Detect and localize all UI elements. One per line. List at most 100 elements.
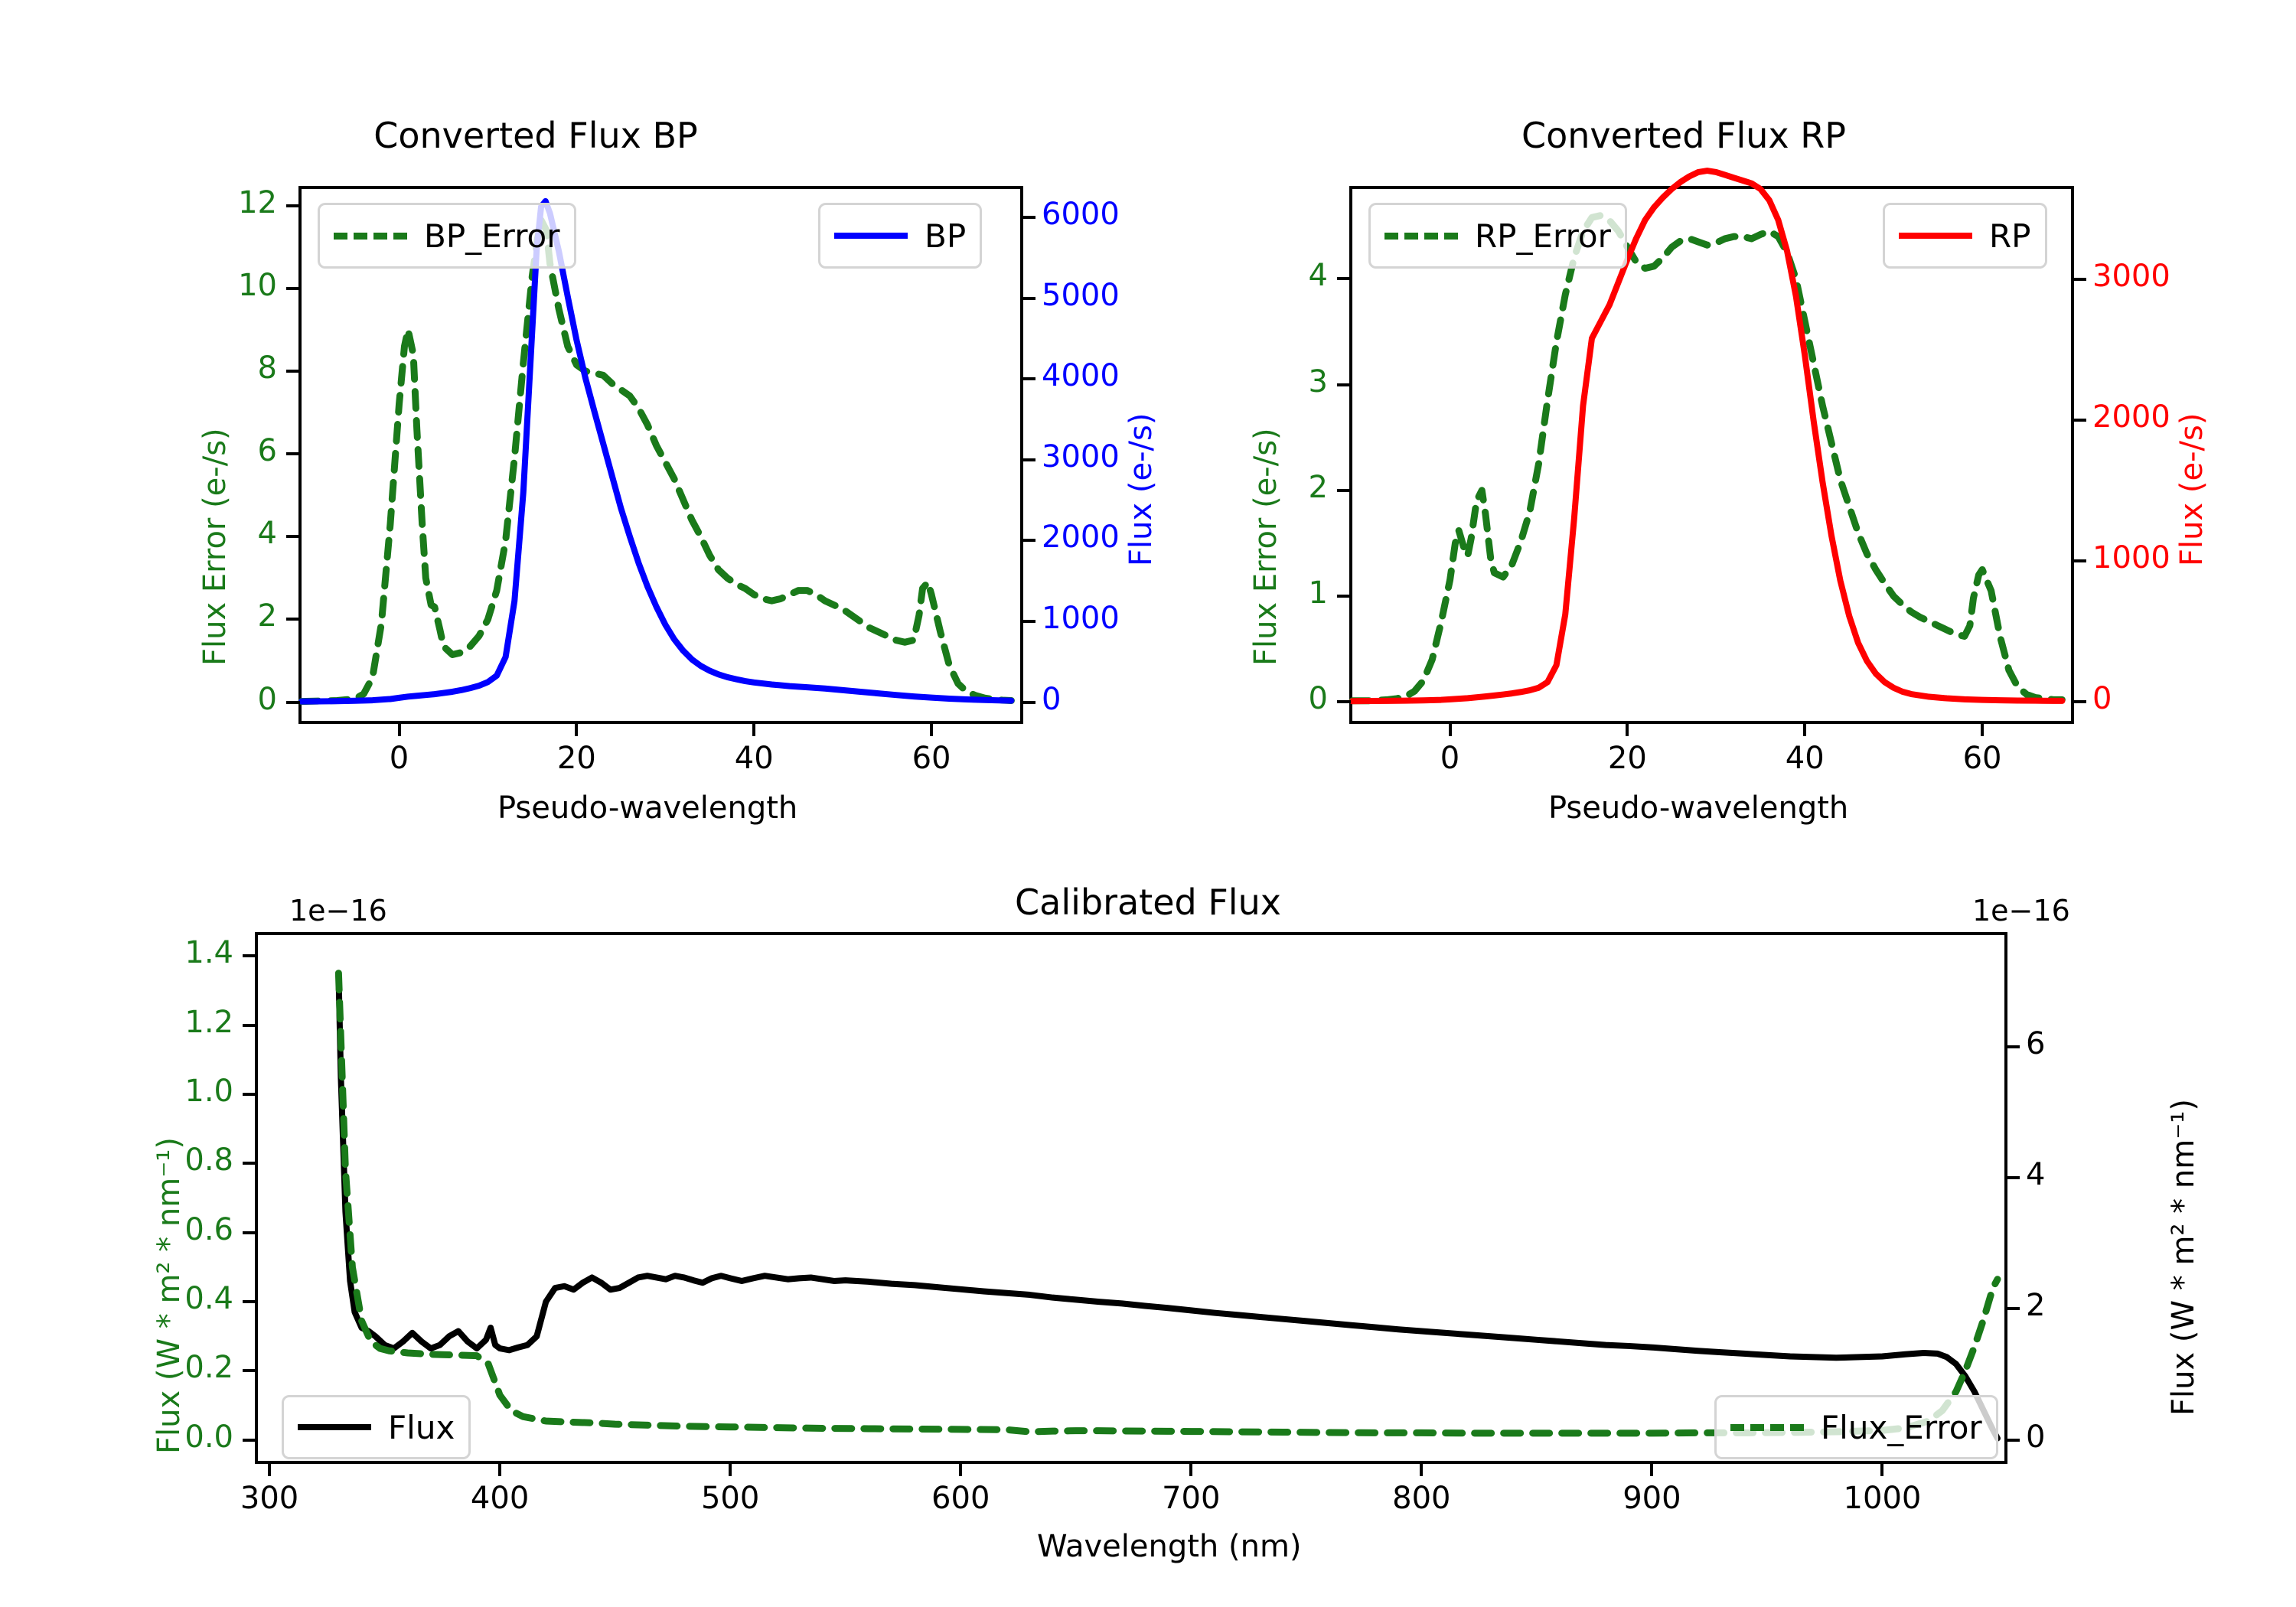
tick-label: 0	[257, 681, 277, 717]
tick-label: 700	[1162, 1481, 1221, 1516]
bp-x-axis-label: Pseudo-wavelength	[497, 790, 798, 826]
rp-panel-title: Converted Flux RP	[1521, 115, 1846, 156]
tick-mark	[243, 1231, 256, 1234]
tick-label: 2	[257, 598, 277, 634]
tick-label: 600	[931, 1481, 990, 1516]
bp-flux-legend-label: BP	[925, 217, 967, 255]
tick-label: 500	[700, 1481, 760, 1516]
tick-mark	[959, 1462, 963, 1476]
tick-mark	[1650, 1462, 1654, 1476]
tick-label: 3000	[2092, 258, 2170, 294]
tick-mark	[243, 1369, 256, 1373]
tick-label: 1	[1308, 575, 1328, 611]
tick-mark	[1337, 383, 1351, 386]
tick-mark	[2073, 277, 2086, 281]
tick-label: 3	[1308, 363, 1328, 399]
tick-label: 0.0	[184, 1419, 233, 1455]
rp-error-legend-label: RP_Error	[1475, 217, 1611, 255]
tick-mark	[1448, 722, 1452, 736]
bp-panel-title: Converted Flux BP	[373, 115, 698, 156]
tick-label: 1.2	[184, 1004, 233, 1040]
tick-mark	[752, 722, 756, 736]
bp-error-legend-label: BP_Error	[424, 217, 560, 255]
rp-right-axis-label: Flux (e-/s)	[2174, 412, 2210, 566]
tick-mark	[268, 1462, 272, 1476]
tick-label: 1.0	[184, 1073, 233, 1109]
tick-mark	[286, 535, 300, 539]
tick-label: 1000	[1843, 1481, 1922, 1516]
calibrated-flux-legend[interactable]: Flux	[282, 1395, 471, 1459]
tick-mark	[2006, 1438, 2020, 1442]
tick-mark	[286, 700, 300, 704]
calibrated-error-legend-label: Flux_Error	[1821, 1408, 1982, 1446]
tick-mark	[1022, 296, 1035, 300]
tick-label: 60	[912, 741, 951, 776]
bp-flux-legend[interactable]: BP	[818, 203, 983, 269]
tick-mark	[1189, 1462, 1193, 1476]
tick-mark	[729, 1462, 732, 1476]
tick-mark	[243, 1023, 256, 1027]
tick-mark	[397, 722, 401, 736]
tick-mark	[2073, 559, 2086, 563]
tick-label: 4	[1308, 258, 1328, 294]
tick-mark	[243, 1162, 256, 1165]
tick-label: 2000	[2092, 399, 2170, 435]
tick-mark	[286, 204, 300, 207]
panel-calibrated-flux: Calibrated Flux 1e−16 1e−16 Flux (W * m²…	[0, 811, 2296, 1607]
tick-mark	[243, 1092, 256, 1096]
tick-label: 6	[257, 433, 277, 469]
tick-label: 8	[257, 350, 277, 386]
tick-label: 0	[1440, 741, 1460, 776]
tick-label: 0	[1308, 681, 1328, 717]
tick-mark	[1880, 1462, 1884, 1476]
tick-label: 0.2	[184, 1350, 233, 1386]
tick-mark	[498, 1462, 502, 1476]
tick-mark	[575, 722, 579, 736]
tick-label: 1000	[2092, 540, 2170, 576]
rp-left-axis-label: Flux Error (e-/s)	[1248, 428, 1283, 666]
tick-label: 6000	[1042, 196, 1120, 232]
tick-label: 3000	[1042, 438, 1120, 474]
tick-mark	[2073, 418, 2086, 422]
tick-label: 4	[2026, 1156, 2046, 1192]
rp-plot-area	[1349, 168, 2074, 724]
tick-label: 4	[257, 516, 277, 552]
tick-label: 0	[1042, 681, 1062, 717]
calibrated-error-legend[interactable]: Flux_Error	[1714, 1395, 1998, 1459]
calibrated-x-axis-label: Wavelength (nm)	[1037, 1529, 1302, 1564]
tick-label: 0.6	[184, 1211, 233, 1247]
bp-error-legend-line	[334, 232, 407, 240]
bp-flux-legend-line	[834, 233, 908, 239]
tick-mark	[1337, 488, 1351, 492]
calibrated-plot-area	[255, 932, 2007, 1464]
tick-label: 900	[1623, 1481, 1681, 1516]
calibrated-flux-legend-label: Flux	[388, 1408, 455, 1446]
tick-mark	[286, 369, 300, 373]
tick-label: 0	[2026, 1419, 2046, 1455]
tick-mark	[1022, 458, 1035, 461]
tick-label: 1.4	[184, 935, 233, 971]
tick-mark	[243, 1300, 256, 1304]
tick-label: 40	[1785, 741, 1825, 776]
panel-converted-flux-rp: Converted Flux RP Flux Error (e-/s) Flux…	[1148, 0, 2296, 826]
calibrated-flux-legend-line	[298, 1424, 371, 1430]
tick-label: 800	[1392, 1481, 1451, 1516]
rp-x-axis-label: Pseudo-wavelength	[1548, 790, 1849, 826]
tick-mark	[1022, 215, 1035, 219]
tick-mark	[2006, 1175, 2020, 1179]
tick-label: 40	[734, 741, 774, 776]
calibrated-left-axis-label: Flux (W * m² * nm⁻¹)	[152, 1137, 187, 1454]
calibrated-right-axis-label: Flux (W * m² * nm⁻¹)	[2166, 1099, 2201, 1416]
bp-error-legend[interactable]: BP_Error	[318, 203, 576, 269]
calibrated-right-offset-text: 1e−16	[1972, 894, 2070, 927]
tick-label: 0.4	[184, 1281, 233, 1317]
tick-mark	[1803, 722, 1807, 736]
tick-mark	[1022, 539, 1035, 543]
tick-mark	[1420, 1462, 1424, 1476]
rp-error-legend[interactable]: RP_Error	[1368, 203, 1627, 269]
tick-label: 1000	[1042, 601, 1120, 637]
calibrated-left-offset-text: 1e−16	[289, 894, 387, 927]
rp-flux-legend[interactable]: RP	[1883, 203, 2047, 269]
tick-mark	[2006, 1307, 2020, 1311]
